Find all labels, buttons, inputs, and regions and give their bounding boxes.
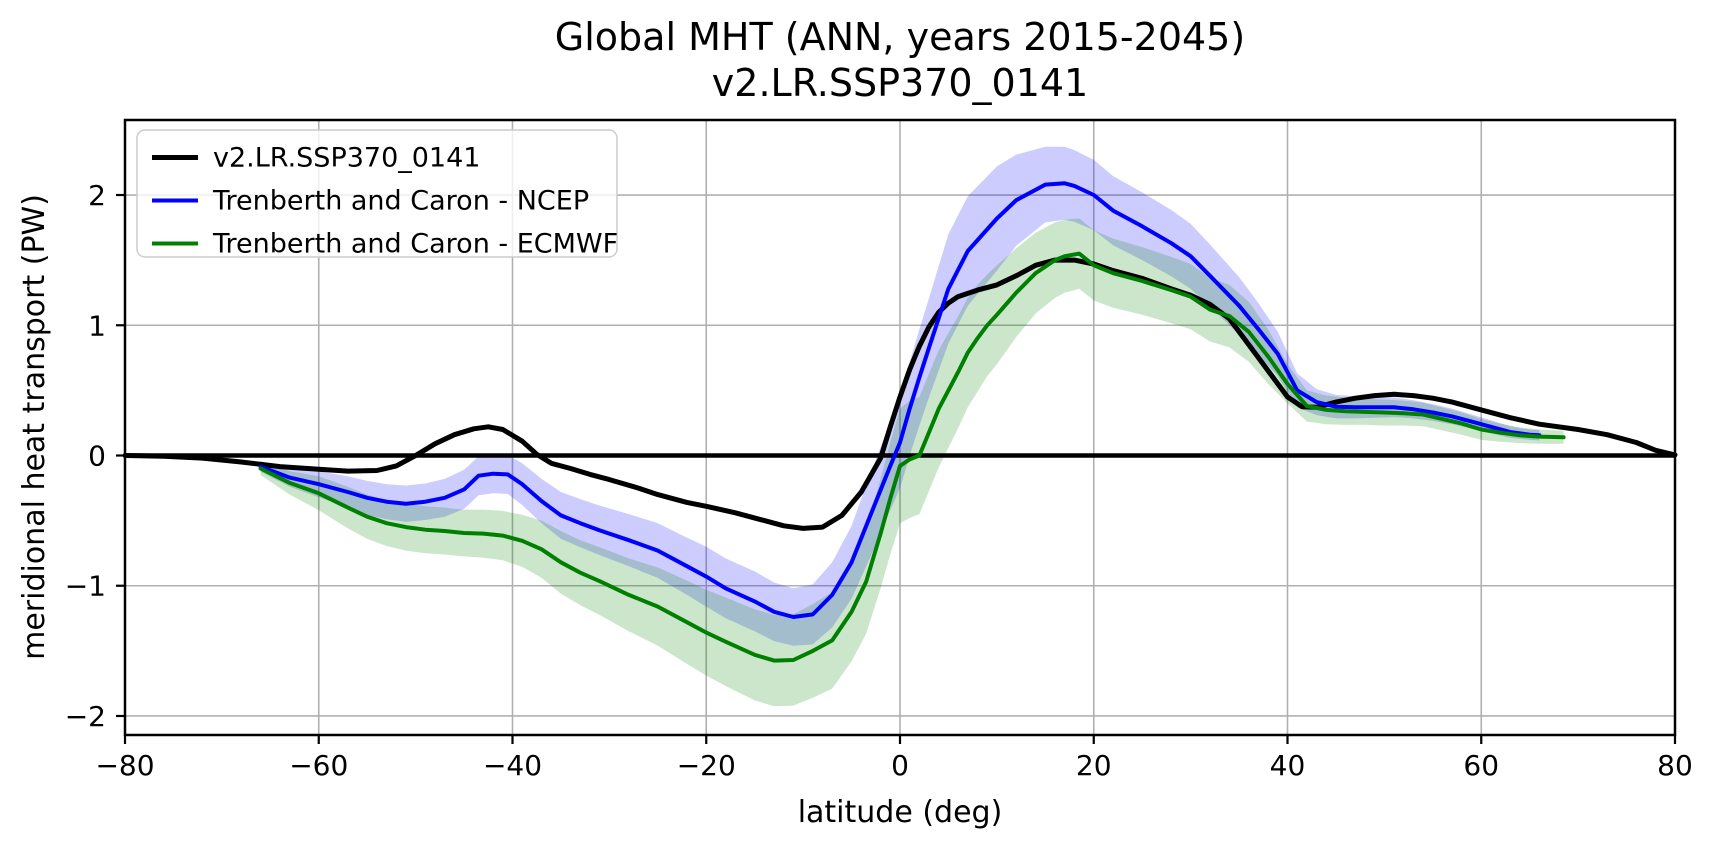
legend-box — [136, 129, 618, 258]
curve — [258, 181, 1542, 619]
x-tick-label: 0 — [891, 749, 909, 782]
x-tick-label: 80 — [1657, 749, 1693, 782]
curve — [122, 257, 1678, 531]
y-tick-label: −1 — [65, 570, 106, 603]
chart-title-line1: Global MHT (ANN, years 2015-2045) — [555, 15, 1245, 59]
curve — [258, 251, 1566, 663]
y-tick-label: 0 — [88, 440, 106, 473]
legend-label-model: v2.LR.SSP370_0141 — [213, 143, 480, 174]
uncertainty-band — [260, 218, 1564, 707]
y-tick-label: 2 — [88, 179, 106, 212]
x-tick-label: −20 — [677, 749, 736, 782]
y-tick-label: −2 — [65, 700, 106, 733]
legend-item-model: v2.LR.SSP370_0141 — [152, 143, 480, 174]
plot-area: −80 −60 −40 −20 0 20 40 60 80 −2 −1 0 1 2 — [65, 118, 1693, 782]
x-tick-label: 40 — [1270, 749, 1306, 782]
legend: v2.LR.SSP370_0141 Trenberth and Caron - … — [136, 129, 618, 260]
y-axis-label: meridional heat transport (PW) — [17, 194, 52, 660]
legend-item-ecmwf: Trenberth and Caron - ECMWF — [152, 229, 618, 260]
legend-item-ncep: Trenberth and Caron - NCEP — [152, 186, 589, 217]
chart-title-line2: v2.LR.SSP370_0141 — [712, 61, 1088, 105]
x-tick-label: 60 — [1463, 749, 1499, 782]
x-tick-label: −80 — [95, 749, 154, 782]
legend-label-ncep: Trenberth and Caron - NCEP — [212, 186, 589, 217]
y-tick-label: 1 — [88, 309, 106, 342]
legend-label-ecmwf: Trenberth and Caron - ECMWF — [212, 229, 618, 260]
uncertainty-band — [260, 146, 1540, 646]
x-axis-label: latitude (deg) — [798, 795, 1003, 830]
x-tick-label: 20 — [1076, 749, 1112, 782]
x-tick-label: −60 — [289, 749, 348, 782]
x-tick-label: −40 — [483, 749, 542, 782]
